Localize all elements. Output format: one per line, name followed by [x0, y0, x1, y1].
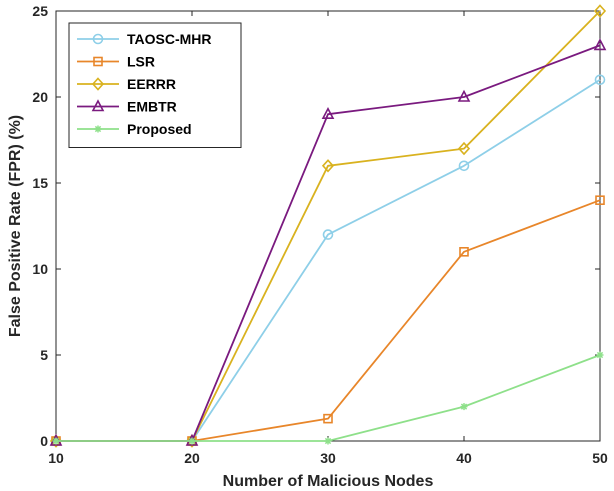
legend-label: EMBTR	[127, 99, 177, 115]
legend-label: LSR	[127, 54, 155, 70]
x-tick-label: 40	[456, 450, 472, 466]
legend-marker	[95, 126, 102, 133]
line-chart: 10 20 30 40 50 0 5 10 15 20 25 TAOSC-MHR LSR EERRR EM…	[0, 0, 614, 491]
series-line	[56, 200, 600, 441]
data-point	[53, 438, 60, 445]
data-point	[325, 438, 332, 445]
legend: TAOSC-MHR LSR EERRR EMBTR Proposed	[69, 23, 241, 148]
y-tick-label: 5	[40, 347, 48, 363]
x-tick-label: 50	[592, 450, 608, 466]
series-line	[56, 355, 600, 441]
series-proposed	[53, 352, 604, 445]
x-tick-label: 20	[184, 450, 200, 466]
series-lsr	[52, 196, 604, 445]
x-tick-label: 30	[320, 450, 336, 466]
legend-label: Proposed	[127, 121, 192, 137]
data-point	[189, 438, 196, 445]
y-tick-label: 25	[32, 3, 48, 19]
legend-label: EERRR	[127, 76, 176, 92]
y-tick-label: 10	[32, 261, 48, 277]
y-tick-label: 0	[40, 433, 48, 449]
data-point	[597, 352, 604, 359]
data-point	[461, 403, 468, 410]
y-axis-title: False Positive Rate (FPR) (%)	[7, 115, 24, 337]
x-tick-label: 10	[48, 450, 64, 466]
y-tick-label: 15	[32, 175, 48, 191]
y-tick-label: 20	[32, 89, 48, 105]
x-axis-title: Number of Malicious Nodes	[223, 473, 434, 490]
legend-label: TAOSC-MHR	[127, 31, 212, 47]
